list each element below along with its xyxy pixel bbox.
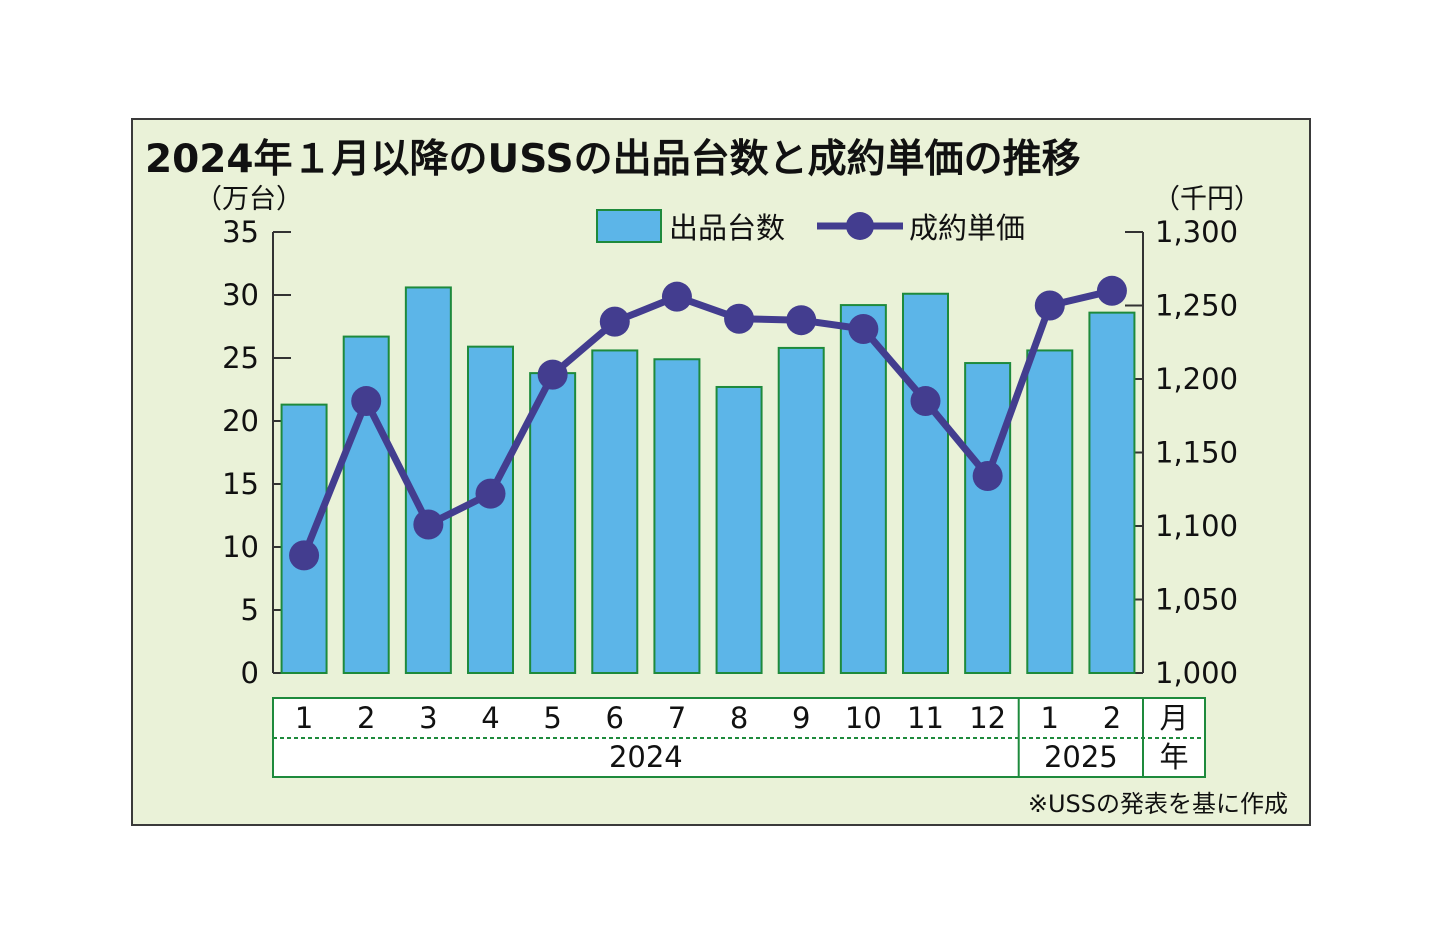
bar-5 [529,372,577,674]
price-point-2 [351,386,382,417]
price-point-10 [848,314,879,345]
price-point-8 [724,303,755,334]
bar-4 [467,345,514,674]
bar-10 [839,304,887,675]
price-point-7 [661,281,692,312]
price-point-6 [599,306,630,337]
month-label: 3 [419,701,437,735]
right-tick-label: 1,100 [1155,509,1238,543]
legend-line-label: 成約単価 [909,211,1025,245]
month-label: 1 [1041,701,1059,735]
bar-13 [1026,349,1074,674]
plot-area: 0 5 10 15 20 25 30 35 1,000 1,050 1,100 1,150 1,200 1… [222,215,1238,690]
month-label: 8 [730,701,748,735]
year-label: 2025 [1044,740,1118,774]
right-tick-label: 1,300 [1155,215,1238,249]
legend-bar-swatch [596,209,662,243]
bar-7 [653,358,701,674]
left-tick-label: 0 [241,656,259,690]
legend-line-marker [846,212,874,240]
right-axis-unit: （千円） [1153,184,1261,215]
month-label: 9 [792,701,810,735]
source-note: ※USSの発表を基に作成 [1028,790,1288,818]
chart-panel: 2024年１月以降のUSSの出品台数と成約単価の推移 （万台） （千円） 出品台… [131,118,1311,826]
left-tick-label: 15 [222,467,259,501]
month-label: 7 [668,701,686,735]
left-axis-unit: （万台） [195,184,303,215]
year-unit-label: 年 [1159,740,1188,774]
bar-9 [777,346,825,674]
left-tick-label: 20 [222,404,259,438]
bar-11 [902,292,949,675]
right-tick-label: 1,050 [1155,583,1238,617]
month-label: 6 [606,701,624,735]
price-point-14 [1096,275,1127,306]
right-tick-label: 1,150 [1155,436,1238,470]
legend-bar-label: 出品台数 [669,211,785,245]
month-label: 11 [907,701,944,735]
month-label: 2 [1103,701,1121,735]
price-point-11 [910,386,941,417]
price-point-9 [786,305,817,336]
price-point-1 [289,540,320,571]
bar-1 [280,403,328,674]
month-label: 2 [357,701,375,735]
right-tick-label: 1,000 [1155,656,1238,690]
bar-2 [342,335,390,675]
price-point-3 [413,509,444,540]
month-label: 5 [543,701,561,735]
left-tick-label: 35 [222,215,259,249]
right-tick-label: 1,250 [1155,289,1238,323]
month-label: 1 [295,701,313,735]
left-tick-label: 30 [222,278,259,312]
bar-6 [591,349,639,674]
bar-3 [404,286,452,674]
chart-svg: 2024年１月以降のUSSの出品台数と成約単価の推移 （万台） （千円） 出品台… [145,137,1288,818]
month-label: 4 [481,701,499,735]
bar-12 [964,362,1012,674]
price-point-13 [1034,290,1065,321]
chart-title: 2024年１月以降のUSSの出品台数と成約単価の推移 [145,137,1081,182]
bar-8 [715,385,763,674]
bar-14 [1088,311,1136,674]
price-point-4 [475,478,506,509]
left-tick-label: 25 [222,341,259,375]
month-unit-label: 月 [1159,701,1188,735]
legend: 出品台数 成約単価 [596,209,1025,245]
price-point-12 [972,461,1003,492]
month-label: 10 [845,701,882,735]
year-label: 2024 [609,740,683,774]
month-label: 12 [969,701,1006,735]
price-point-5 [537,359,568,390]
left-tick-label: 10 [222,530,259,564]
right-tick-label: 1,200 [1155,362,1238,396]
left-tick-label: 5 [241,593,259,627]
